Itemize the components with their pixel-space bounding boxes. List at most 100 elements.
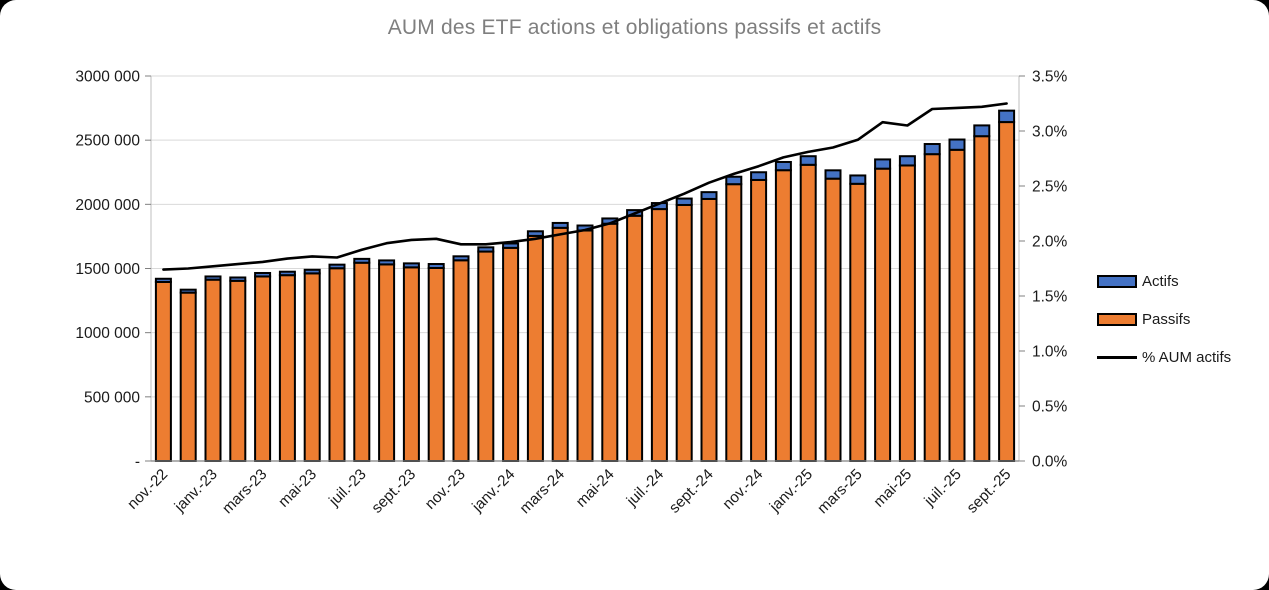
bar-passifs (799, 163, 817, 462)
x-axis-tick-label: juil.-25 (920, 466, 964, 510)
bar-passifs (551, 226, 569, 462)
bar-passifs (402, 266, 420, 462)
right-axis-tick-label: 2.5% (1032, 179, 1068, 196)
bar-passifs (229, 279, 247, 462)
bar-actifs (923, 143, 941, 156)
bar-passifs (601, 222, 619, 462)
bar-actifs (948, 138, 966, 151)
bar-actifs (452, 255, 470, 262)
bar-passifs (774, 169, 792, 463)
chart-title: AUM des ETF actions et obligations passi… (387, 16, 882, 39)
left-axis-labels: 3000 000 2500 000 2000 000 1500 000 1000 000… (75, 69, 151, 471)
left-axis-tick-label: 1500 000 (75, 261, 140, 278)
legend-item-actifs: Actifs (1097, 273, 1231, 290)
left-axis-tick-label: 3000 000 (75, 69, 140, 86)
bar-passifs (452, 259, 470, 462)
bar-passifs (378, 263, 396, 463)
x-axis-tick-label: juil.-23 (325, 466, 369, 510)
legend-item-passifs: Passifs (1097, 311, 1231, 328)
right-axis-labels: 3.5% 3.0% 2.5% 2.0% 1.5% 1.0% 0.5% 0.0% (1019, 69, 1068, 471)
bar-passifs (303, 272, 321, 463)
x-axis-tick-label: mai-23 (275, 466, 320, 511)
bar-passifs (948, 148, 966, 463)
x-axis-tick-label: janv.-23 (171, 466, 221, 516)
bar-passifs (626, 214, 644, 462)
bar-passifs (477, 250, 495, 462)
bar-passifs (973, 135, 991, 463)
bar-actifs (898, 155, 916, 167)
bar-passifs (204, 278, 222, 463)
bar-actifs (824, 169, 842, 180)
bar-passifs (824, 177, 842, 463)
bar-actifs (204, 275, 222, 281)
bar-actifs (675, 197, 693, 206)
x-axis-tick-label: janv.-24 (468, 466, 518, 516)
x-axis-tick-label: mai-25 (870, 466, 915, 511)
bar-actifs (799, 155, 817, 166)
bar-passifs (675, 203, 693, 462)
bar-actifs (551, 221, 569, 229)
bar-passifs (650, 208, 668, 462)
bar-actifs (254, 271, 272, 278)
right-axis-tick-label: 1.0% (1032, 344, 1068, 361)
bar-actifs (328, 263, 346, 270)
right-axis-tick-label: 2.0% (1032, 234, 1068, 251)
bar-actifs (402, 262, 420, 269)
bar-passifs (179, 291, 197, 463)
x-axis-tick-label: nov.-23 (422, 466, 469, 513)
bar-passifs (254, 275, 272, 462)
right-axis-tick-label: 0.0% (1032, 454, 1068, 471)
right-axis-tick-label: 3.0% (1032, 124, 1068, 141)
x-axis-tick-label: sept.-24 (666, 466, 717, 517)
right-axis-tick-label: 1.5% (1032, 289, 1068, 306)
bar-actifs (700, 191, 718, 200)
bar-passifs (700, 197, 718, 462)
bar-passifs (328, 267, 346, 463)
bar-actifs (502, 242, 520, 249)
actifs-series-swatch-icon (1097, 275, 1137, 288)
left-axis-tick-label: 2000 000 (75, 197, 140, 214)
bar-actifs (725, 175, 743, 186)
x-axis-tick-label: nov.-24 (719, 466, 766, 513)
bar-passifs (576, 229, 594, 462)
bar-actifs (973, 124, 991, 138)
bar-passifs (874, 167, 892, 462)
bar-passifs (502, 246, 520, 462)
right-axis-tick-label: 0.5% (1032, 399, 1068, 416)
left-axis-tick-label: 500 000 (84, 389, 140, 406)
bar-actifs (353, 257, 371, 264)
bar-passifs (725, 183, 743, 462)
bar-actifs (849, 174, 867, 185)
legend-label-pct-aum-actifs: % AUM actifs (1142, 349, 1232, 366)
bar-actifs (229, 276, 247, 282)
x-axis-tick-label: janv.-25 (766, 466, 816, 516)
bar-passifs (278, 274, 296, 462)
x-axis-tick-label: nov.-22 (124, 466, 171, 513)
bar-actifs (427, 263, 445, 269)
bar-actifs (774, 160, 792, 172)
x-axis-tick-label: mai-24 (573, 466, 618, 511)
bar-actifs (303, 268, 321, 275)
bar-actifs (477, 246, 495, 253)
left-axis-tick-label: 1000 000 (75, 325, 140, 342)
bar-actifs (750, 171, 768, 181)
x-axis-tick-label: mars-25 (814, 466, 865, 517)
chart-legend: Actifs Passifs % AUM actifs (1097, 273, 1231, 366)
pct-aum-line-swatch-icon (1097, 356, 1137, 359)
bar-actifs (278, 270, 296, 277)
bar-actifs (998, 109, 1016, 124)
passifs-series-swatch-icon (1097, 313, 1137, 326)
legend-label-passifs: Passifs (1142, 311, 1191, 328)
legend-item-pct-aum-actifs: % AUM actifs (1097, 349, 1231, 366)
right-axis-tick-label: 3.5% (1032, 69, 1068, 86)
pct-aum-line (162, 102, 1008, 271)
x-axis-tick-label: juil.-24 (623, 466, 667, 510)
bar-actifs (526, 230, 544, 237)
bar-passifs (154, 280, 172, 462)
left-axis-tick-label: 2500 000 (75, 133, 140, 150)
bar-passifs (526, 234, 544, 462)
